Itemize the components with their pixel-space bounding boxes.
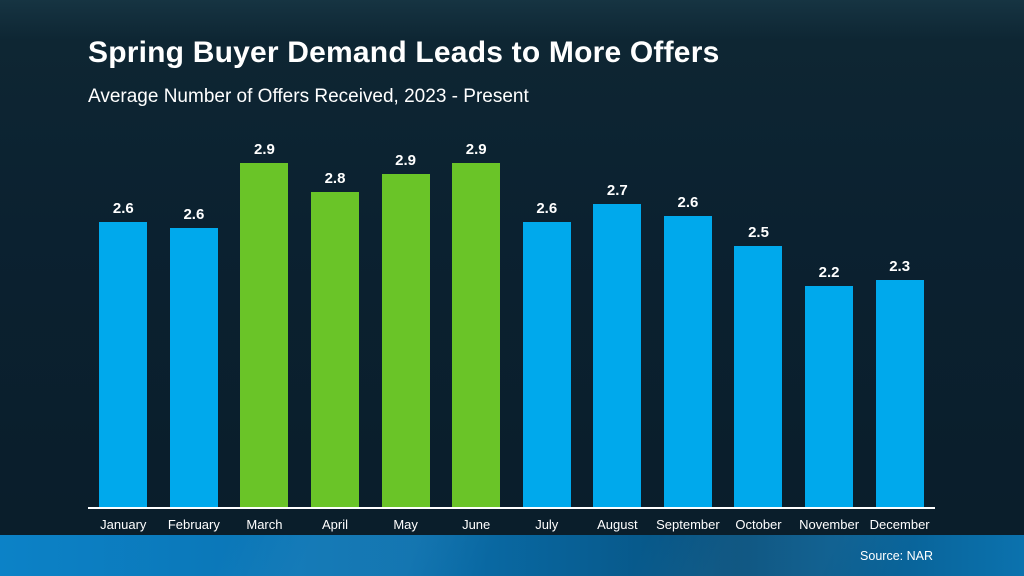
source-credit: Source: NAR — [860, 548, 933, 563]
bar-december — [875, 280, 924, 507]
bar-value-label: 2.5 — [748, 224, 769, 241]
x-axis-baseline — [88, 507, 935, 509]
bar-value-label: 2.6 — [112, 200, 134, 217]
bar-july — [522, 222, 571, 507]
bar-value-label: 2.2 — [818, 264, 840, 281]
month-label-december: December — [869, 517, 930, 532]
bar-october — [734, 246, 783, 507]
bar-value-label: 2.9 — [395, 152, 417, 169]
months-row: January February March April May June July Augu… — [88, 509, 935, 532]
bar-may — [381, 174, 430, 507]
month-label-november: November — [799, 517, 860, 532]
bar-column-may: 2.9 — [370, 152, 441, 507]
month-label-june: June — [462, 517, 491, 532]
slide-header: Spring Buyer Demand Leads to More Offers… — [88, 36, 984, 108]
bar-value-label: 2.3 — [889, 258, 911, 275]
bar-column-july: 2.6 — [511, 200, 582, 507]
bar-value-label: 2.6 — [536, 200, 558, 217]
bar-value-label: 2.6 — [677, 194, 699, 211]
month-label-february: February — [167, 517, 220, 532]
bar-value-label: 2.6 — [183, 206, 205, 223]
bar-column-november: 2.2 — [794, 264, 865, 507]
bar-value-label: 2.9 — [465, 141, 487, 158]
bar-march — [240, 163, 289, 507]
month-label-july: July — [535, 517, 559, 532]
bar-column-april: 2.8 — [300, 170, 371, 507]
bar-value-label: 2.9 — [254, 141, 275, 158]
month-label-january: January — [100, 517, 147, 532]
chart-subtitle: Average Number of Offers Received, 2023 … — [88, 85, 529, 107]
month-label-april: April — [322, 517, 349, 532]
month-label-september: September — [656, 517, 720, 532]
bar-january — [99, 222, 148, 507]
bar-column-february: 2.6 — [159, 206, 230, 507]
bar-value-label: 2.7 — [606, 182, 628, 199]
bar-column-january: 2.6 — [88, 200, 159, 507]
month-label-march: March — [246, 517, 283, 532]
bar-april — [311, 192, 360, 507]
bar-value-label: 2.8 — [324, 170, 346, 187]
month-label-may: May — [393, 517, 418, 532]
bar-november — [805, 286, 854, 507]
chart-title: Spring Buyer Demand Leads to More Offers — [88, 36, 720, 69]
bar-september — [663, 216, 712, 507]
bar-column-march: 2.9 — [229, 141, 300, 507]
bar-column-december: 2.3 — [864, 258, 935, 507]
bar-february — [169, 228, 218, 507]
bar-chart: 2.6 2.6 2.9 2.8 2.9 2.9 2.6 2.7 2.6 2.5 2.2 2.3 Jan… — [88, 141, 935, 532]
bar-column-october: 2.5 — [723, 224, 794, 507]
bars-row: 2.6 2.6 2.9 2.8 2.9 2.9 2.6 2.7 2.6 2.5 2.2 2.3 — [88, 141, 935, 507]
bar-june — [452, 163, 501, 507]
footer-band: Source: NAR — [0, 535, 1024, 576]
month-label-october: October — [735, 517, 782, 532]
month-label-august: August — [597, 517, 638, 532]
bar-august — [593, 204, 642, 507]
bar-column-august: 2.7 — [582, 182, 653, 507]
bar-column-september: 2.6 — [653, 194, 724, 507]
bar-column-june: 2.9 — [441, 141, 512, 507]
